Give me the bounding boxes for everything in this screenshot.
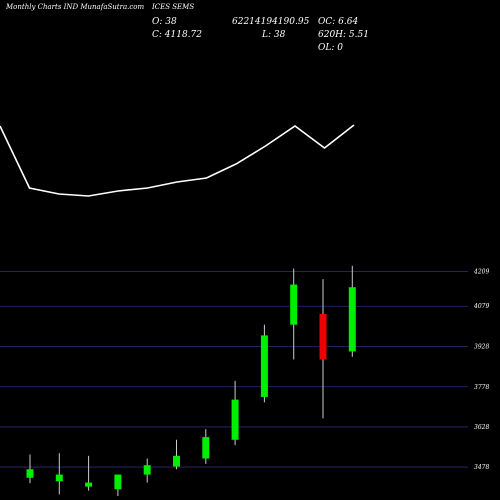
candlesticks — [26, 265, 356, 496]
line-series — [0, 124, 355, 197]
hl-value: 620H: 5.51 — [318, 30, 369, 40]
high-value: 62214194190.95 — [232, 17, 310, 27]
close-value: C: 4118.72 — [152, 30, 202, 40]
candle-up — [260, 335, 268, 397]
candle-up — [231, 399, 239, 440]
open-value: O: 38 — [152, 17, 177, 27]
y-tick-label: 4079 — [473, 303, 489, 310]
candle-up — [290, 284, 298, 325]
low-value: L: 38 — [262, 30, 286, 40]
candle-up — [202, 437, 210, 459]
brand-label: Monthly Charts IND MunafaSutra.com — [6, 3, 145, 11]
symbol-label: ICES SEMS — [152, 3, 195, 11]
candle-up — [85, 482, 93, 487]
candle-up — [55, 474, 63, 482]
y-axis-ticks: 4209 4079 3928 3778 3628 3478 — [473, 268, 489, 471]
ol-value: OL: 0 — [318, 43, 343, 53]
candle-up — [114, 474, 122, 490]
y-tick-label: 3778 — [474, 384, 489, 391]
candle-up — [26, 469, 34, 478]
candle-down — [319, 313, 327, 360]
y-tick-label: 3478 — [474, 464, 489, 471]
candle-up — [173, 455, 180, 467]
oc-value: OC: 6.64 — [318, 17, 359, 27]
y-tick-label: 3628 — [474, 424, 489, 431]
candle-up — [143, 465, 151, 475]
y-tick-label: 3928 — [474, 344, 489, 351]
overlay-line — [0, 124, 355, 197]
y-tick-label: 4209 — [473, 268, 489, 275]
candle-up — [348, 287, 356, 352]
